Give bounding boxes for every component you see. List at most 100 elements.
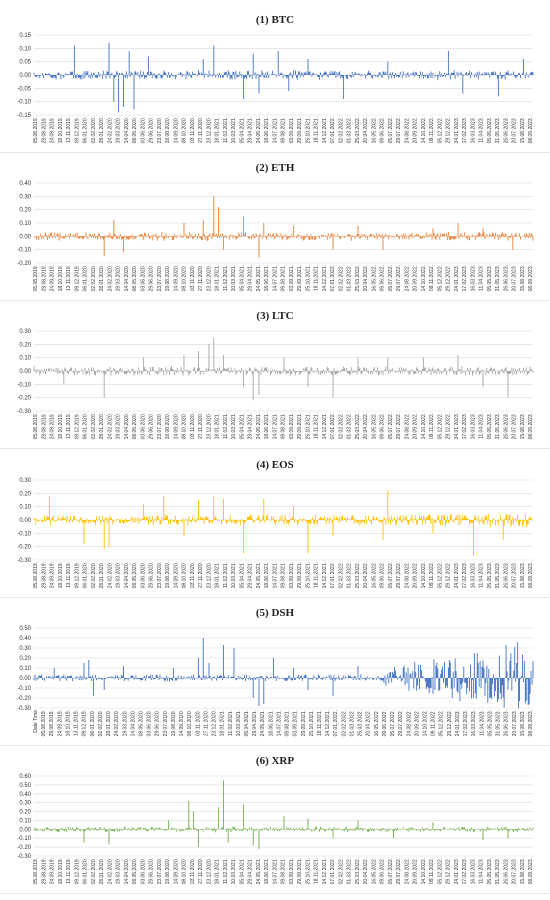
x-tick-label: 24.08.2022. xyxy=(404,858,410,884)
x-tick-label: 24.09.2019. xyxy=(50,117,56,143)
x-tick-label: 05.07.2022. xyxy=(390,710,396,736)
x-tick-label: 02.02.2020. xyxy=(91,562,97,588)
x-tick-label: 20.04.2022. xyxy=(363,265,369,291)
x-tick-label: 28.01.2020. xyxy=(99,413,105,439)
x-tick-label: 19.08.2020. xyxy=(165,413,171,439)
x-tick-label: 15.08.2023. xyxy=(520,413,526,439)
x-tick-label: 05.05.2023. xyxy=(487,413,493,439)
x-tick-label: 02.02.2020. xyxy=(91,117,97,143)
x-tick-label: 07.01.2022. xyxy=(330,265,336,291)
x-tick-label: 31.05.2023. xyxy=(495,858,501,884)
x-tick-label: 14.07.2021. xyxy=(272,413,278,439)
x-tick-label: 09.11.2022. xyxy=(429,562,435,588)
y-tick-label: 0.00 xyxy=(19,73,31,79)
x-tick-label: 05.05.2023. xyxy=(487,117,493,143)
y-tick-label: 0.10 xyxy=(19,356,31,362)
x-tick-label: 25.10.2021. xyxy=(305,858,311,884)
x-tick-label: 14.07.2021. xyxy=(272,265,278,291)
x-tick-label: 09.12.2019. xyxy=(74,117,80,143)
x-tick-label: 05.12.2022. xyxy=(437,858,443,884)
y-tick-label: 0.50 xyxy=(19,626,31,632)
x-tick-label: 14.09.2020. xyxy=(173,858,179,884)
x-tick-label: 17.02.2023. xyxy=(462,858,468,884)
x-tick-label: 11.04.2023. xyxy=(479,413,485,439)
x-tick-label: 05.05.2023. xyxy=(487,562,493,588)
x-tick-label: 09.08.2021. xyxy=(281,858,287,884)
x-tick-label: 18.10.2019. xyxy=(58,858,64,884)
x-tick-label: 18.11.2021. xyxy=(317,710,323,736)
x-tick-label: 09.12.2019. xyxy=(74,265,80,291)
y-tick-label: -0.10 xyxy=(17,836,31,842)
y-tick-label: -0.10 xyxy=(17,382,31,388)
x-tick-label: 08.09.2023. xyxy=(528,117,534,143)
x-tick-label: 11.02.2021. xyxy=(228,710,234,736)
x-tick-label: 14.04.2020. xyxy=(124,858,130,884)
x-tick-label: 20.09.2022. xyxy=(413,413,419,439)
x-tick-label: 18.01.2021. xyxy=(215,562,221,588)
x-tick-label: 18.11.2021. xyxy=(314,562,320,588)
x-tick-label: 29.08.2019. xyxy=(41,413,47,439)
x-tick-label: 05.04.2021. xyxy=(244,710,250,736)
x-tick-label: 13.11.2019. xyxy=(66,413,72,439)
x-tick-label: 24.08.2022. xyxy=(404,562,410,588)
x-tick-label: 14.04.2020. xyxy=(124,117,130,143)
x-tick-label: 16.05.2022. xyxy=(371,562,377,588)
x-tick-label: 24.02.2020. xyxy=(114,710,120,736)
x-tick-label: 03.11.2020. xyxy=(190,858,196,884)
x-tick-label: 02.02.2022. xyxy=(338,265,344,291)
x-tick-label: 08.10.2020. xyxy=(182,562,188,588)
series-line xyxy=(33,638,534,708)
x-tick-label: 14.09.2020. xyxy=(173,562,179,588)
x-tick-label: 25.03.2022. xyxy=(355,265,361,291)
y-tick-label: -0.10 xyxy=(17,686,31,692)
x-tick-label: 01.03.2022. xyxy=(347,413,353,439)
x-tick-label: 09.12.2019. xyxy=(74,858,80,884)
x-tick-label: 10.03.2021. xyxy=(231,562,237,588)
x-tick-label: 29.06.2020. xyxy=(149,413,155,439)
y-tick-label: -0.20 xyxy=(17,845,31,851)
x-tick-label: 01.03.2022. xyxy=(347,562,353,588)
x-tick-label: 19.03.2020. xyxy=(116,117,122,143)
x-tick-label: 08.05.2020. xyxy=(132,265,138,291)
x-tick-label: 29.04.2021. xyxy=(248,265,254,291)
x-tick-label: 16.05.2022. xyxy=(371,265,377,291)
x-tick-label: 27.11.2020. xyxy=(198,413,204,439)
x-tick-label: 13.11.2019. xyxy=(66,858,72,884)
x-tick-label: 03.11.2020. xyxy=(190,265,196,291)
x-tick-label: 20.07.2023. xyxy=(512,858,518,884)
x-tick-label: 02.02.2020. xyxy=(98,710,104,736)
x-tick-label: 20.07.2023. xyxy=(512,265,518,291)
y-tick-label: 0.00 xyxy=(19,518,31,524)
x-tick-label: 24.08.2022. xyxy=(404,413,410,439)
x-tick-label: 24.08.2022. xyxy=(404,265,410,291)
x-tick-label: 16.05.2022. xyxy=(374,710,380,736)
x-tick-label: 10.03.2021. xyxy=(231,117,237,143)
x-tick-label: 25.03.2022. xyxy=(355,413,361,439)
y-tick-label: -0.30 xyxy=(17,706,31,712)
x-tick-label: 03.06.2020. xyxy=(140,413,146,439)
x-tick-label: 14.10.2022. xyxy=(421,858,427,884)
x-tick-label: 03.11.2020. xyxy=(190,413,196,439)
x-tick-label: 03.09.2021. xyxy=(289,562,295,588)
x-tick-label: 17.02.2023. xyxy=(462,562,468,588)
x-tick-label: 18.11.2021. xyxy=(314,265,320,291)
x-tick-label: 18.01.2021. xyxy=(215,265,221,291)
chart-panel: (4) EOS 0.30 0.20 0.10 0.00 -0.10 -0.20 -0.30 05… xyxy=(0,450,550,598)
x-tick-label: 16.03.2023. xyxy=(470,413,476,439)
x-tick-label: 08.09.2023. xyxy=(528,858,534,884)
chart-svg: (1) BTC0.150.100.050.00-0.05-0.10-0.1505… xyxy=(0,14,550,153)
x-tick-label: 03.11.2020. xyxy=(195,710,201,736)
x-tick-label: 29.07.2022. xyxy=(396,265,402,291)
x-tick-label: 03.09.2021. xyxy=(293,710,299,736)
x-tick-label: 16.05.2022. xyxy=(371,858,377,884)
x-tick-label: 28.01.2020. xyxy=(99,562,105,588)
x-tick-label: 23.07.2020. xyxy=(157,265,163,291)
x-tick-label: 24.09.2019. xyxy=(50,413,56,439)
x-tick-label: 06.01.2020. xyxy=(83,265,89,291)
y-tick-label: 0.00 xyxy=(19,827,31,833)
x-tick-label: 09.11.2022. xyxy=(429,858,435,884)
x-tick-label: 14.09.2020. xyxy=(173,413,179,439)
x-tick-label: 03.06.2020. xyxy=(140,562,146,588)
x-tick-label: 19.03.2020. xyxy=(116,265,122,291)
